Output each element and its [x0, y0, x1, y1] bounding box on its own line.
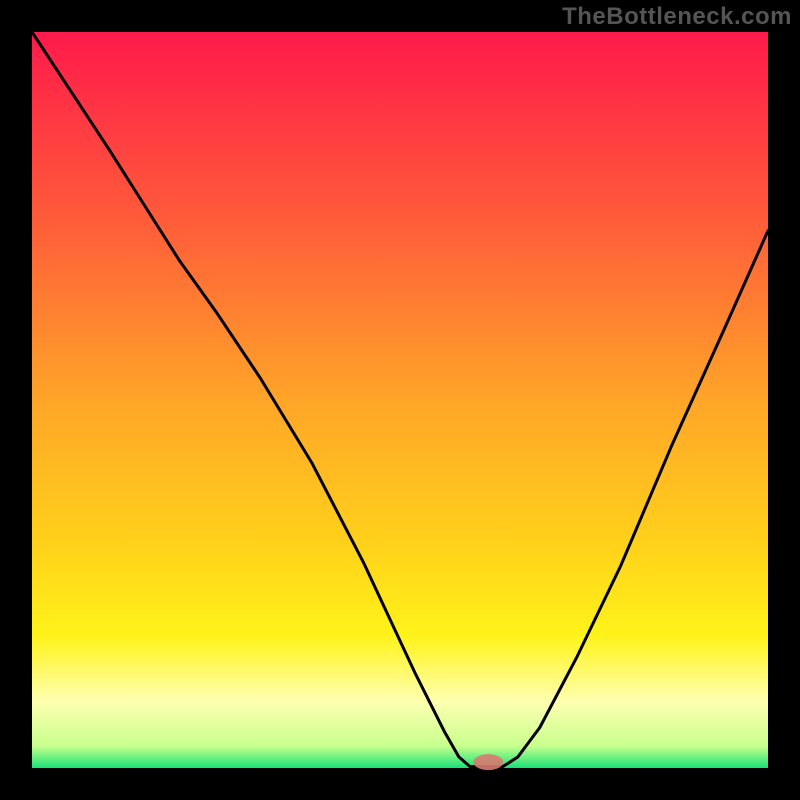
plot-area — [32, 32, 768, 768]
watermark-text: TheBottleneck.com — [562, 3, 792, 31]
chart-frame: TheBottleneck.com — [0, 0, 800, 800]
